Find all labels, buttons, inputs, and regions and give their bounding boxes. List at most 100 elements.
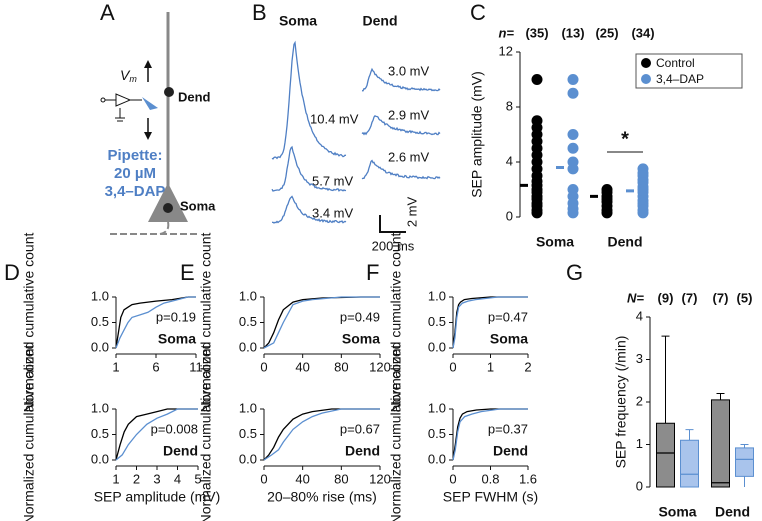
point: [567, 74, 579, 85]
count: (25): [595, 25, 618, 40]
column-label: Soma: [279, 13, 317, 29]
x-tick-label: 40: [295, 471, 309, 486]
subtitle: Dend: [345, 443, 380, 459]
count-label: n=: [498, 25, 514, 40]
cdf-line: [263, 408, 380, 461]
x-tick-label: 11: [189, 359, 203, 374]
subtitle: Dend: [493, 443, 528, 459]
x-tick-label: Soma: [536, 234, 574, 250]
point: [531, 74, 543, 85]
pipette: [142, 97, 158, 110]
amplitude-label: 10.4 mV: [310, 111, 359, 126]
box: [735, 447, 754, 477]
point: [567, 163, 579, 175]
trace: [361, 67, 441, 92]
soma-shape: [148, 183, 188, 222]
x-tick-label: 1.6: [519, 471, 537, 486]
box: [680, 439, 699, 488]
y-axis-label: Normalized cumulative count: [388, 233, 404, 413]
x-tick-label: 0: [449, 359, 456, 374]
y-tick-label: 0: [636, 478, 643, 493]
x-tick-label: 0.8: [481, 471, 499, 486]
pipette-label: Pipette:: [107, 147, 162, 164]
x-tick-label: 120: [369, 471, 391, 486]
y-axis-label: SEP amplitude (mV): [469, 71, 485, 198]
legend-label: Control: [656, 56, 695, 70]
x-tick-label: 0: [260, 471, 267, 486]
y-tick-label: 0.5: [428, 314, 446, 329]
vm-subscript: m: [129, 74, 137, 84]
soma-site: [163, 203, 173, 213]
point: [637, 207, 649, 219]
y-tick-label: 1.0: [239, 400, 257, 415]
scale-bar: [379, 215, 406, 233]
y-tick-label: 0.5: [91, 314, 109, 329]
amplitude-label: 3.0 mV: [388, 63, 430, 78]
cdf-line: [452, 408, 528, 461]
y-tick-label: 2: [636, 393, 643, 408]
panel-a: A Vm Dend Pipette: 20 µM 3,4–DAP Soma: [100, 0, 216, 235]
trace: [361, 114, 441, 136]
legend-swatch: [641, 74, 651, 84]
y-tick-label: 1.0: [428, 288, 446, 303]
y-tick-label: 1.0: [91, 400, 109, 415]
y-tick-label: 0.5: [91, 426, 109, 441]
point: [567, 207, 579, 219]
point: [601, 207, 613, 219]
point: [567, 87, 579, 99]
y-tick-label: 1.0: [91, 288, 109, 303]
amplitude-label: 3.4 mV: [312, 205, 354, 220]
x-tick-label: 80: [334, 471, 348, 486]
y-tick-label: 0.0: [428, 339, 446, 354]
x-tick-label: 6: [152, 359, 159, 374]
y-tick-label: 1: [636, 436, 643, 451]
y-axis-label: Normalized cumulative count: [21, 233, 37, 413]
annotation: p=0.49: [340, 309, 380, 324]
panel-letter: E: [180, 260, 195, 285]
cdf-line: [115, 296, 196, 349]
point: [531, 207, 543, 219]
point: [567, 142, 579, 154]
annotation: p=0.008: [151, 421, 198, 436]
subtitle: Soma: [342, 331, 380, 347]
subtitle: Dend: [163, 443, 198, 459]
arrowhead: [144, 60, 152, 68]
trace: [271, 195, 347, 224]
cdf-line: [263, 296, 380, 349]
annotation: p=0.37: [488, 421, 528, 436]
x-tick-label: Soma: [658, 504, 696, 520]
x-axis-label: 20–80% rise (ms): [267, 489, 377, 505]
trace: [361, 159, 441, 180]
x-tick-label: 120: [369, 359, 391, 374]
box: [711, 399, 730, 488]
count: (7): [713, 290, 729, 305]
x-tick-label: Dend: [608, 234, 643, 250]
x-tick-label: 1: [487, 359, 494, 374]
x-tick-label: Dend: [715, 504, 750, 520]
trace: [271, 40, 347, 160]
panel-letter: B: [252, 0, 267, 25]
x-axis-label: SEP amplitude (mV): [94, 489, 221, 505]
x-axis-label: SEP FWHM (s): [443, 489, 538, 505]
column-label: Dend: [363, 13, 398, 29]
y-tick-label: 0.0: [239, 339, 257, 354]
amplitude-label: 2.9 mV: [388, 107, 430, 122]
count: (5): [737, 290, 753, 305]
y-tick-label: 0: [506, 208, 513, 223]
subtitle: Soma: [490, 331, 528, 347]
x-tick-label: 1: [112, 359, 119, 374]
panel-letter: D: [4, 260, 20, 285]
y-tick-label: 8: [506, 98, 513, 113]
arrowhead: [144, 132, 152, 140]
annotation: p=0.67: [340, 421, 380, 436]
terminal: [100, 97, 106, 103]
box: [656, 422, 675, 488]
amplifier: [104, 93, 142, 122]
cdf-line: [263, 408, 380, 461]
panel-letter: G: [566, 260, 583, 285]
cdf-line: [115, 408, 198, 461]
y-axis-label: SEP frequency (/min): [613, 336, 629, 469]
annotation: p=0.47: [488, 309, 528, 324]
legend-label: 3,4–DAP: [656, 72, 704, 86]
